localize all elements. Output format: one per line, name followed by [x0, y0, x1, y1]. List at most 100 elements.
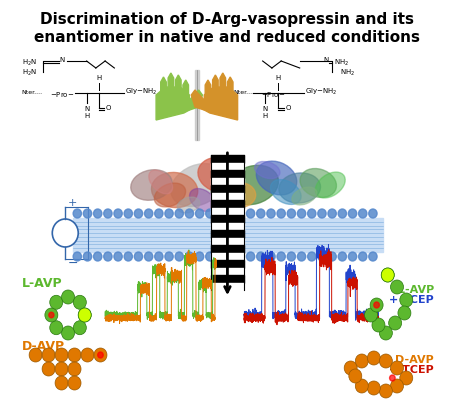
- Text: + TCEP: + TCEP: [389, 295, 434, 305]
- Circle shape: [216, 252, 224, 261]
- Text: N: N: [263, 106, 268, 112]
- Polygon shape: [211, 155, 244, 163]
- Circle shape: [61, 326, 75, 340]
- Circle shape: [206, 209, 214, 218]
- Circle shape: [68, 348, 81, 362]
- Circle shape: [185, 252, 193, 261]
- Ellipse shape: [300, 168, 336, 198]
- Text: L-AVP: L-AVP: [22, 277, 62, 290]
- Text: H: H: [276, 75, 281, 81]
- Circle shape: [94, 209, 102, 218]
- Polygon shape: [211, 170, 244, 178]
- Text: Nter....: Nter....: [233, 90, 254, 95]
- Text: H: H: [96, 75, 101, 81]
- Polygon shape: [211, 208, 244, 215]
- Circle shape: [55, 376, 68, 390]
- Circle shape: [267, 209, 275, 218]
- Polygon shape: [211, 282, 244, 290]
- Circle shape: [155, 252, 163, 261]
- Circle shape: [349, 209, 357, 218]
- Polygon shape: [211, 215, 244, 223]
- Circle shape: [78, 308, 91, 322]
- Ellipse shape: [315, 172, 345, 198]
- Polygon shape: [220, 73, 226, 110]
- Polygon shape: [211, 253, 244, 260]
- Ellipse shape: [292, 187, 317, 205]
- Circle shape: [400, 293, 413, 307]
- Circle shape: [370, 298, 383, 312]
- Circle shape: [359, 209, 367, 218]
- Polygon shape: [168, 73, 174, 110]
- Circle shape: [338, 252, 347, 261]
- Polygon shape: [205, 80, 211, 110]
- Circle shape: [344, 361, 357, 375]
- Polygon shape: [183, 80, 188, 110]
- Text: $\mathregular{H_2N}$: $\mathregular{H_2N}$: [22, 68, 37, 78]
- Polygon shape: [211, 245, 244, 253]
- Text: $\mathregular{H_2N}$: $\mathregular{H_2N}$: [22, 58, 37, 68]
- Ellipse shape: [189, 188, 215, 211]
- Ellipse shape: [154, 183, 186, 207]
- Circle shape: [257, 252, 265, 261]
- Text: $\mathregular{NH_2}$: $\mathregular{NH_2}$: [339, 68, 355, 78]
- Circle shape: [226, 252, 234, 261]
- Circle shape: [369, 252, 377, 261]
- Text: N: N: [60, 57, 65, 63]
- Circle shape: [73, 209, 81, 218]
- Text: Gly$\mathregular{-}$NH$\mathregular{_2}$: Gly$\mathregular{-}$NH$\mathregular{_2}$: [125, 87, 157, 97]
- Circle shape: [298, 209, 306, 218]
- Circle shape: [267, 252, 275, 261]
- Circle shape: [68, 376, 81, 390]
- Polygon shape: [189, 90, 202, 110]
- Circle shape: [55, 362, 68, 376]
- Circle shape: [206, 252, 214, 261]
- Text: O: O: [286, 105, 291, 111]
- Circle shape: [216, 209, 224, 218]
- Circle shape: [61, 290, 75, 304]
- Circle shape: [29, 348, 42, 362]
- Polygon shape: [211, 178, 244, 185]
- Ellipse shape: [279, 173, 320, 203]
- Ellipse shape: [223, 183, 256, 208]
- Circle shape: [145, 209, 153, 218]
- Ellipse shape: [131, 170, 172, 200]
- Circle shape: [175, 252, 183, 261]
- Text: $\mathregular{-}$Pro$\mathregular{-}$: $\mathregular{-}$Pro$\mathregular{-}$: [50, 90, 74, 99]
- Circle shape: [155, 209, 163, 218]
- Text: H: H: [84, 113, 89, 119]
- Circle shape: [104, 252, 112, 261]
- Circle shape: [247, 209, 255, 218]
- Circle shape: [298, 252, 306, 261]
- Circle shape: [104, 209, 112, 218]
- Circle shape: [349, 252, 357, 261]
- Circle shape: [83, 209, 91, 218]
- Ellipse shape: [171, 163, 225, 206]
- Circle shape: [247, 252, 255, 261]
- Circle shape: [338, 209, 347, 218]
- Ellipse shape: [255, 161, 280, 178]
- Text: Discrimination of D-Arg-vasopressin and its: Discrimination of D-Arg-vasopressin and …: [40, 12, 415, 27]
- Polygon shape: [211, 200, 244, 208]
- Circle shape: [367, 351, 380, 365]
- Circle shape: [165, 209, 173, 218]
- Ellipse shape: [219, 162, 242, 178]
- Circle shape: [94, 348, 107, 362]
- Polygon shape: [211, 275, 244, 282]
- Text: N: N: [84, 106, 89, 112]
- Circle shape: [381, 268, 394, 282]
- Circle shape: [364, 308, 378, 322]
- Polygon shape: [176, 75, 181, 110]
- Circle shape: [145, 252, 153, 261]
- Circle shape: [277, 252, 285, 261]
- Circle shape: [73, 252, 81, 261]
- Text: +: +: [68, 198, 77, 208]
- Circle shape: [287, 209, 296, 218]
- Circle shape: [398, 306, 411, 320]
- Text: + TCEP: + TCEP: [389, 365, 434, 375]
- Ellipse shape: [177, 197, 200, 213]
- Circle shape: [390, 361, 404, 375]
- Circle shape: [359, 252, 367, 261]
- Circle shape: [379, 326, 392, 340]
- Circle shape: [78, 308, 91, 322]
- Text: N: N: [323, 57, 329, 63]
